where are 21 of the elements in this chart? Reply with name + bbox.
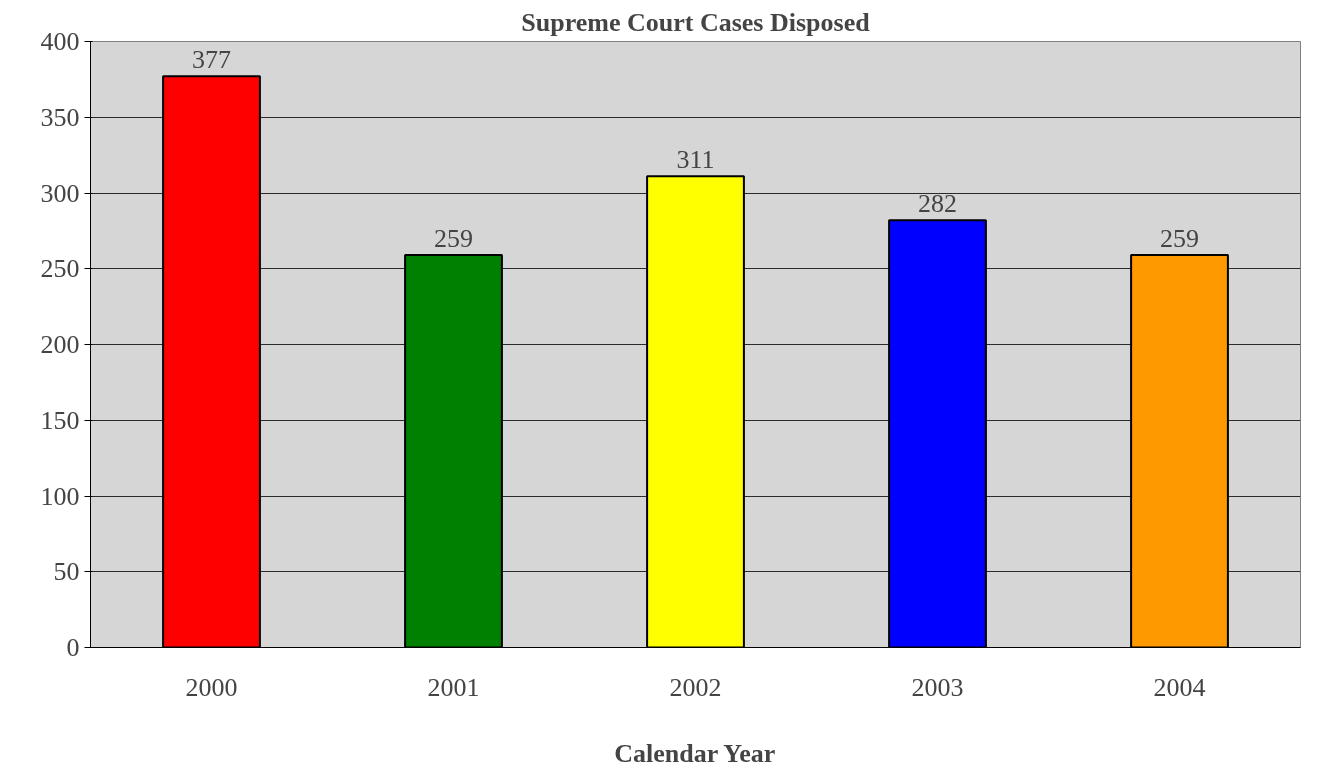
data-label: 311: [676, 145, 715, 175]
y-tick-label: 200: [40, 330, 80, 359]
x-axis-title: Calendar Year: [614, 738, 776, 768]
y-tick-label: 400: [40, 27, 80, 56]
y-tick-label: 350: [40, 102, 80, 132]
x-tick-label: 2001: [427, 672, 480, 702]
data-label: 282: [918, 189, 957, 219]
y-tick-label: 0: [66, 633, 80, 662]
y-tick-label: 150: [40, 405, 80, 435]
x-tick-label: 2000: [185, 672, 238, 702]
y-tick-label: 50: [53, 557, 80, 587]
data-label: 259: [434, 224, 473, 254]
y-tick-label: 300: [40, 178, 80, 208]
y-tick-label: 250: [40, 254, 80, 284]
x-tick-label: 2002: [669, 672, 722, 702]
chart-title: Supreme Court Cases Disposed: [521, 7, 871, 37]
data-label: 259: [1160, 224, 1199, 254]
data-label: 377: [192, 45, 231, 75]
y-tick-label: 100: [40, 481, 80, 511]
x-tick-label: 2004: [1153, 672, 1206, 702]
x-tick-label: 2003: [911, 672, 964, 702]
